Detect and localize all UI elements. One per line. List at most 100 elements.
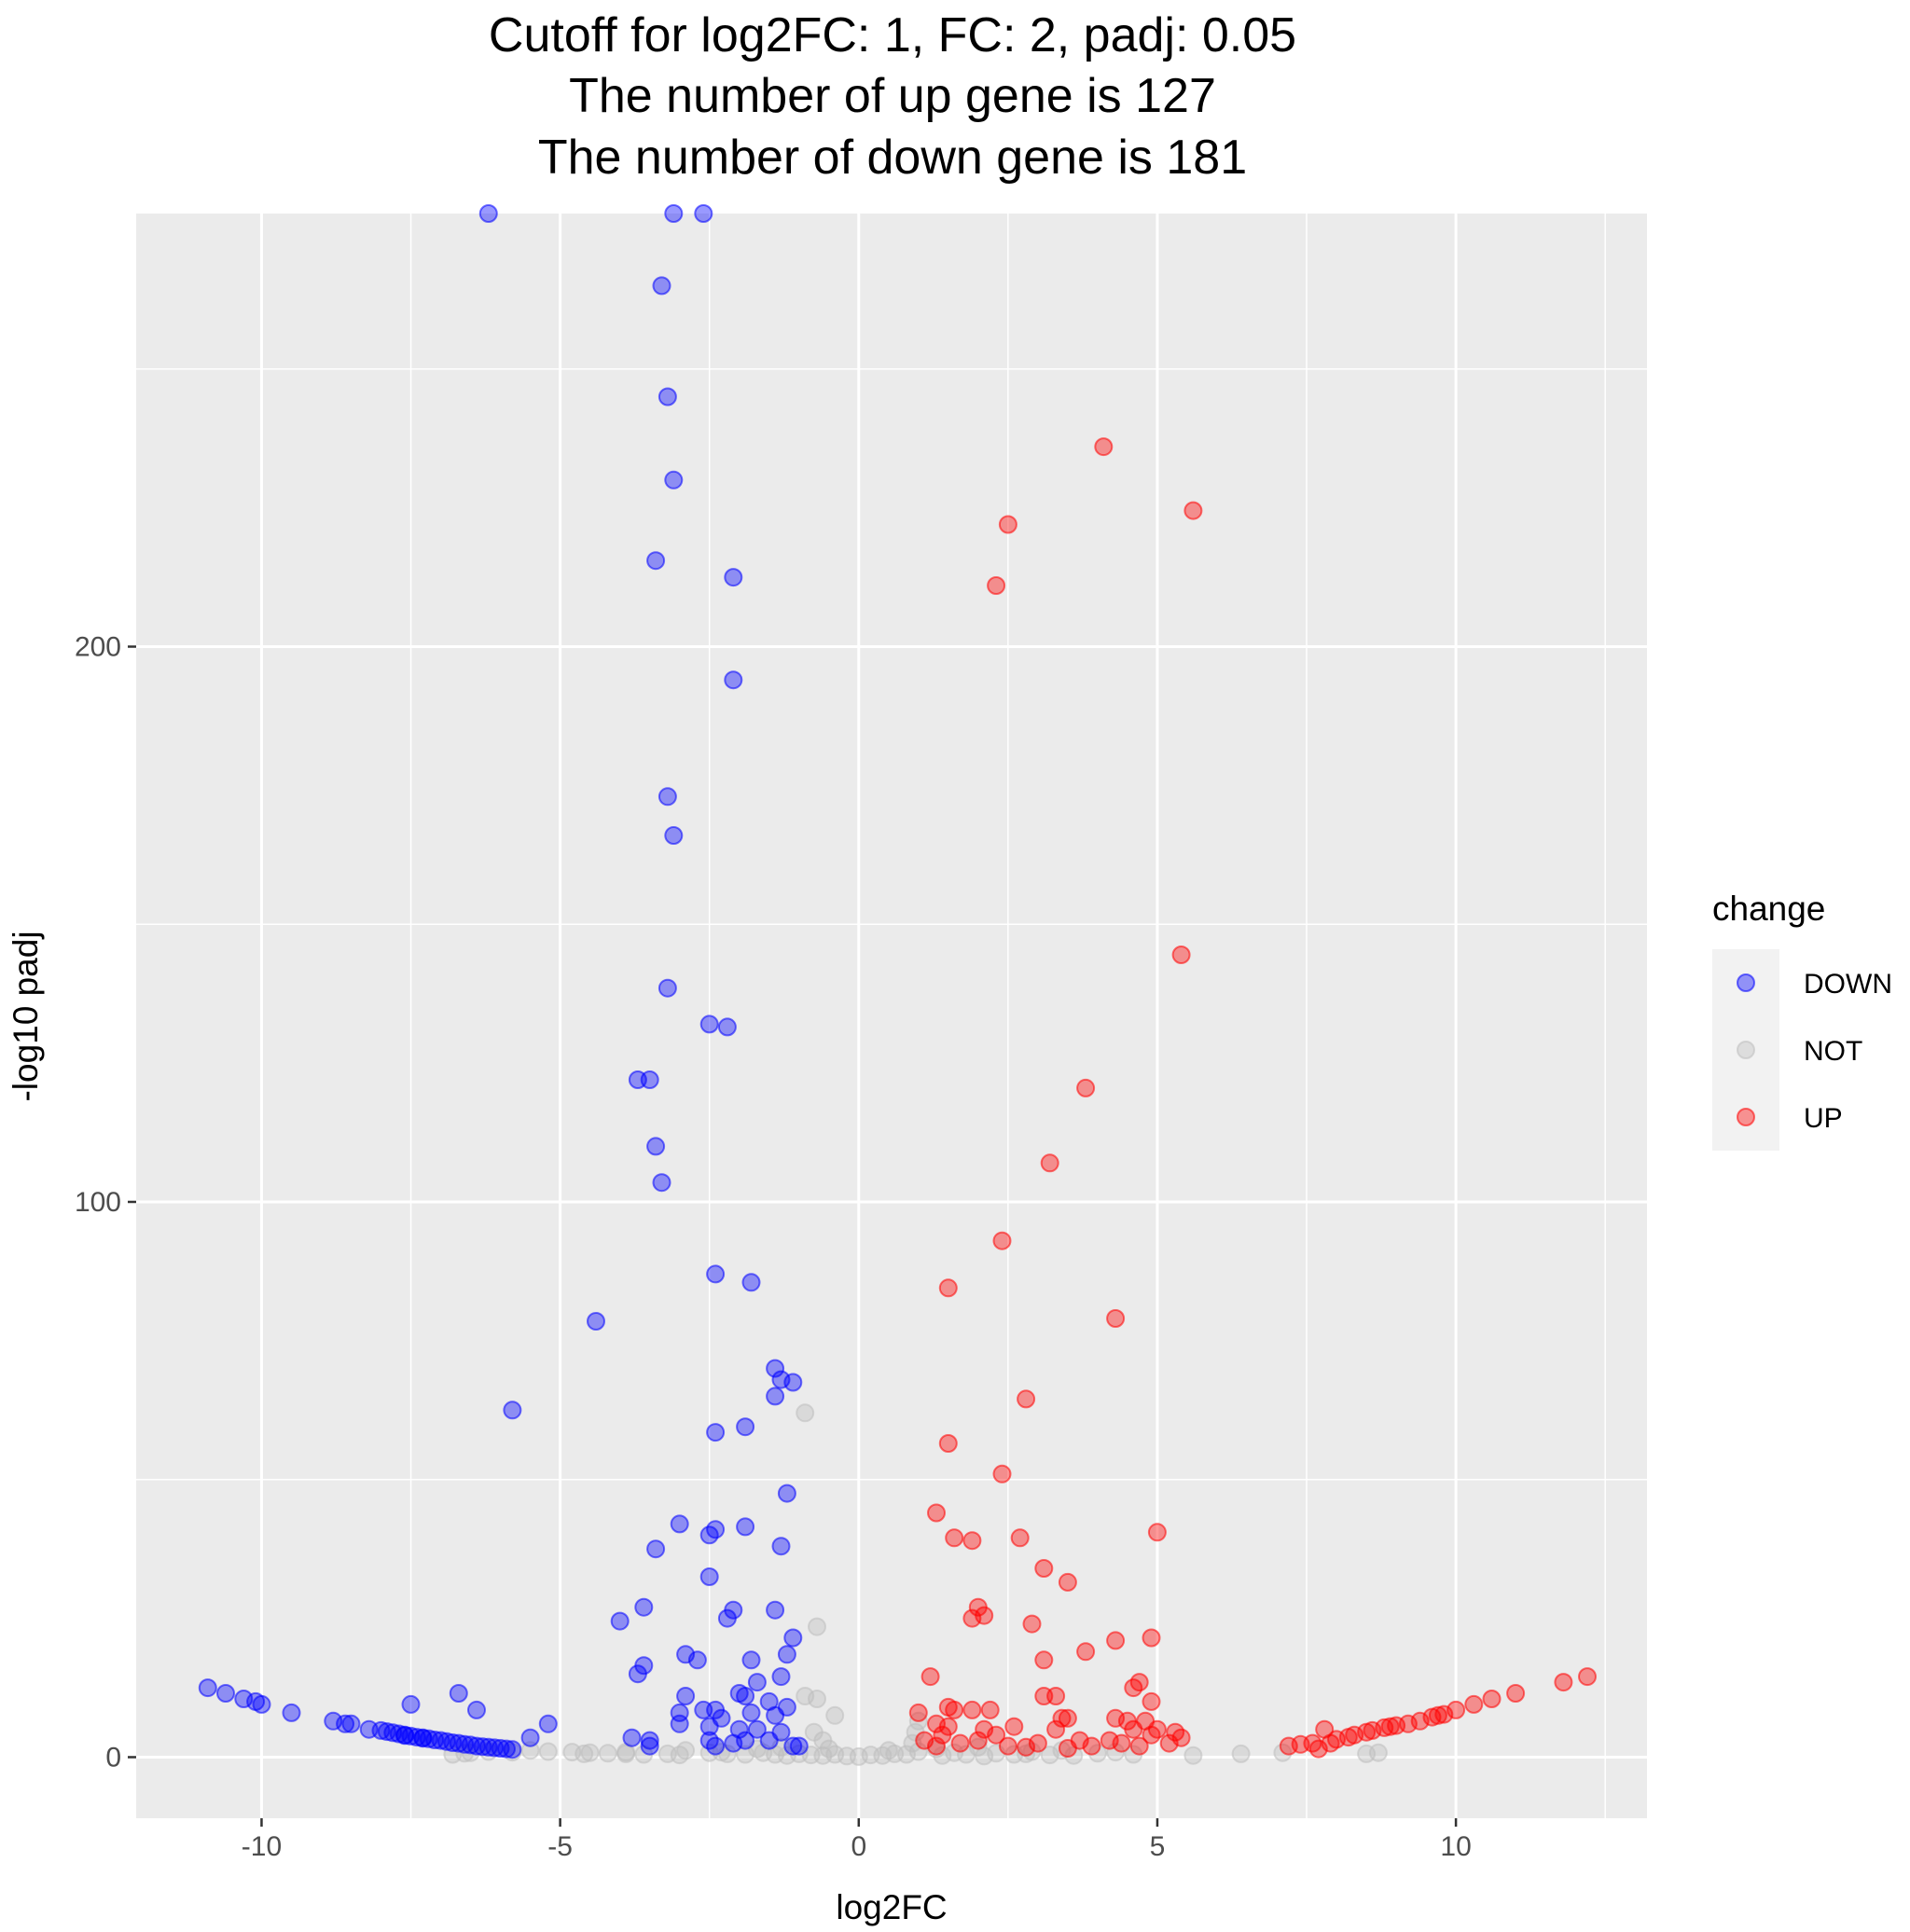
point-down-23 [783,1373,803,1392]
point-up-49 [1124,1719,1143,1739]
point-not-55 [1368,1743,1388,1762]
point-down-24 [766,1387,785,1406]
point-down-2 [694,204,713,223]
legend-label-not: NOT [1804,1036,1862,1067]
point-down-72 [622,1728,642,1747]
legend-label-up: UP [1804,1103,1843,1134]
point-up-81 [1380,1717,1400,1736]
point-down-32 [736,1517,755,1537]
point-not-11 [538,1742,558,1761]
point-up-87 [1446,1700,1466,1719]
point-not-13 [580,1743,600,1762]
point-down-75 [789,1736,809,1756]
point-up-54 [987,1725,1006,1745]
point-not-67 [1017,1744,1036,1763]
point-up-66 [927,1736,946,1756]
point-up-17 [1147,1523,1167,1542]
point-up-3 [987,576,1006,595]
point-down-67 [640,1731,659,1750]
point-up-10 [1017,1389,1036,1409]
point-down-83 [336,1714,355,1733]
point-down-19 [741,1273,761,1292]
legend-key-not [1737,1041,1755,1059]
legend: change DOWN NOT UP [1712,890,1892,1151]
point-up-60 [950,1733,970,1753]
point-up-35 [945,1700,964,1719]
x-axis: -10 -5 0 5 10 [242,1818,1472,1862]
point-down-62 [699,1717,719,1736]
point-up-36 [962,1700,982,1719]
point-down-46 [687,1650,707,1670]
point-down-71 [783,1736,803,1756]
point-down-81 [282,1703,301,1722]
chart-title: Cutoff for log2FC: 1, FC: 2, padj: 0.05 … [489,8,1296,185]
point-up-32 [1034,1687,1054,1705]
minor-gridlines [136,214,1647,1818]
x-tick-label-0: -10 [242,1831,282,1862]
point-up-11 [938,1434,958,1453]
point-down-76 [198,1678,217,1698]
point-down-60 [766,1705,785,1725]
point-down-47 [741,1650,761,1670]
point-up-53 [968,1731,988,1750]
point-down-0 [478,204,498,223]
point-up-13 [927,1503,946,1523]
point-up-33 [1142,1691,1161,1711]
y-axis-title: -log10 padj [7,931,45,1101]
point-up-15 [962,1531,982,1551]
data-points [198,204,1597,1766]
point-down-61 [670,1714,689,1733]
point-down-52 [736,1687,755,1705]
title-line-2: The number of up gene is 127 [569,69,1216,123]
point-not-0 [796,1403,815,1423]
point-down-74 [640,1736,659,1756]
point-down-13 [717,1017,737,1037]
point-down-49 [747,1673,767,1692]
point-down-6 [646,551,666,571]
point-not-65 [933,1746,952,1765]
point-up-67 [1017,1737,1036,1757]
point-up-64 [1112,1733,1131,1753]
point-down-59 [741,1703,761,1722]
point-down-26 [736,1417,755,1437]
x-tick-label-4: 10 [1440,1831,1471,1862]
point-down-68 [706,1736,726,1756]
point-down-28 [777,1484,796,1503]
y-tick-label-1: 100 [75,1187,121,1218]
point-down-80 [252,1694,271,1714]
point-down-1 [664,204,684,223]
point-up-6 [1040,1153,1059,1173]
point-down-33 [646,1539,666,1559]
point-down-31 [699,1525,719,1545]
point-not-51 [1183,1746,1203,1765]
y-axis: 0 100 200 [75,631,136,1773]
point-up-19 [1058,1572,1077,1592]
point-down-43 [777,1645,796,1664]
point-up-39 [1058,1708,1077,1728]
point-down-17 [652,1173,671,1193]
point-down-15 [640,1070,659,1089]
point-up-90 [1506,1684,1526,1703]
point-down-20 [587,1312,605,1331]
point-up-4 [1171,945,1191,964]
point-down-7 [724,568,743,587]
point-up-63 [1082,1736,1101,1756]
point-up-48 [1046,1719,1066,1739]
point-down-25 [503,1401,522,1420]
point-up-18 [1034,1559,1054,1578]
point-up-0 [1094,437,1114,457]
point-down-115 [413,1729,433,1748]
point-up-85 [1428,1705,1447,1725]
point-up-38 [908,1703,928,1722]
point-up-5 [1076,1078,1096,1097]
x-tick-label-1: -5 [547,1831,573,1862]
point-up-52 [933,1725,952,1745]
plot-panel [136,214,1647,1818]
legend-key-down [1737,973,1755,992]
point-down-34 [771,1537,791,1556]
point-down-41 [783,1628,803,1648]
title-line-1: Cutoff for log2FC: 1, FC: 2, padj: 0.05 [489,8,1296,62]
point-down-35 [699,1567,719,1586]
point-down-114 [395,1726,415,1746]
point-down-50 [676,1687,696,1705]
